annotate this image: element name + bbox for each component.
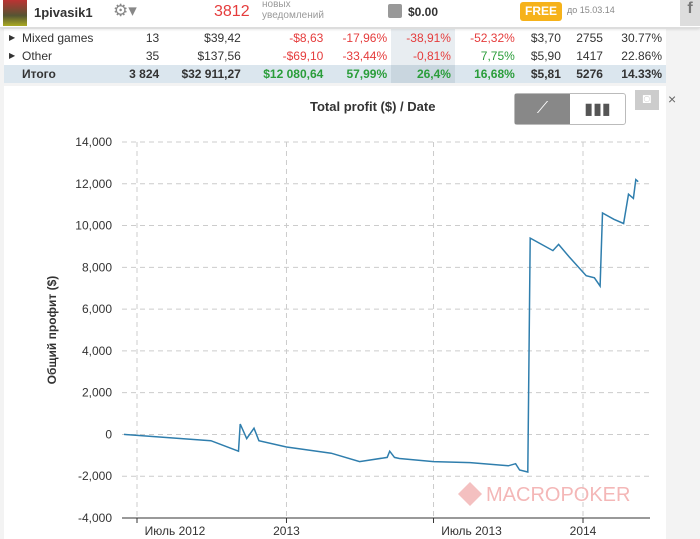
watermark: MACROPOKER — [486, 484, 630, 506]
table-row[interactable]: ▶ Mixed games 13 $39,42 -$8,63 -17,96% -38,91%… — [9, 29, 662, 47]
y-tick-label: 12,000 — [75, 177, 112, 191]
y-tick-label: -2,000 — [78, 469, 112, 483]
x-tick-label: Июль 2012 — [145, 524, 206, 538]
x-tick-label: Июль 2013 — [441, 524, 502, 538]
line-chart-icon[interactable]: ⟋ — [515, 94, 570, 124]
avatar[interactable] — [3, 0, 27, 26]
chart-panel — [4, 86, 666, 539]
balance: $0.00 — [408, 5, 439, 19]
chart-type-toggle: ⟋ ▮▮▮ — [514, 93, 626, 125]
expand-icon[interactable]: ▶ — [9, 51, 16, 60]
plan-badge[interactable]: FREE — [520, 2, 562, 21]
wallet-icon — [388, 4, 402, 18]
y-tick-label: 14,000 — [75, 135, 112, 149]
y-tick-label: 10,000 — [75, 219, 112, 233]
camera-icon[interactable]: ◙ — [635, 90, 659, 110]
x-tick-label: 2014 — [570, 524, 597, 538]
bar-chart-icon[interactable]: ▮▮▮ — [584, 101, 611, 118]
y-axis-label: Общий профит ($) — [45, 276, 59, 385]
expand-icon[interactable]: ▶ — [9, 33, 16, 42]
stats-table: ▶ Mixed games 13 $39,42 -$8,63 -17,96% -38,91%… — [4, 29, 666, 83]
y-tick-label: 8,000 — [82, 260, 112, 274]
username[interactable]: 1pivasik1 — [34, 5, 93, 20]
notifications-count[interactable]: 3812 — [214, 3, 250, 20]
profit-line — [123, 178, 639, 473]
plan-until: до 15.03.14 — [567, 5, 615, 15]
close-icon[interactable]: × — [668, 91, 677, 107]
y-tick-label: 4,000 — [82, 344, 112, 358]
top-bar: 1pivasik1 ⚙▾ 3812 новых уведомлений $0.00… — [0, 0, 700, 28]
x-tick-label: 2013 — [273, 524, 300, 538]
table-row[interactable]: ▶ Other 35 $137,56 -$69,10 -33,44% -0,81% 7,75%… — [9, 47, 662, 65]
gear-icon[interactable]: ⚙▾ — [113, 1, 137, 20]
y-tick-label: -4,000 — [78, 511, 112, 525]
total-row: Итого 3 824 $32 911,27 $12 080,64 57,99% 26,4… — [4, 65, 666, 83]
facebook-icon[interactable]: f — [680, 0, 700, 26]
y-tick-label: 0 — [105, 427, 112, 441]
y-tick-label: 6,000 — [82, 302, 112, 316]
macropoker-logo-icon — [458, 482, 482, 506]
chart-title: Total profit ($) / Date — [310, 99, 436, 114]
y-tick-label: 2,000 — [82, 386, 112, 400]
notifications-label: новых уведомлений — [262, 0, 324, 21]
